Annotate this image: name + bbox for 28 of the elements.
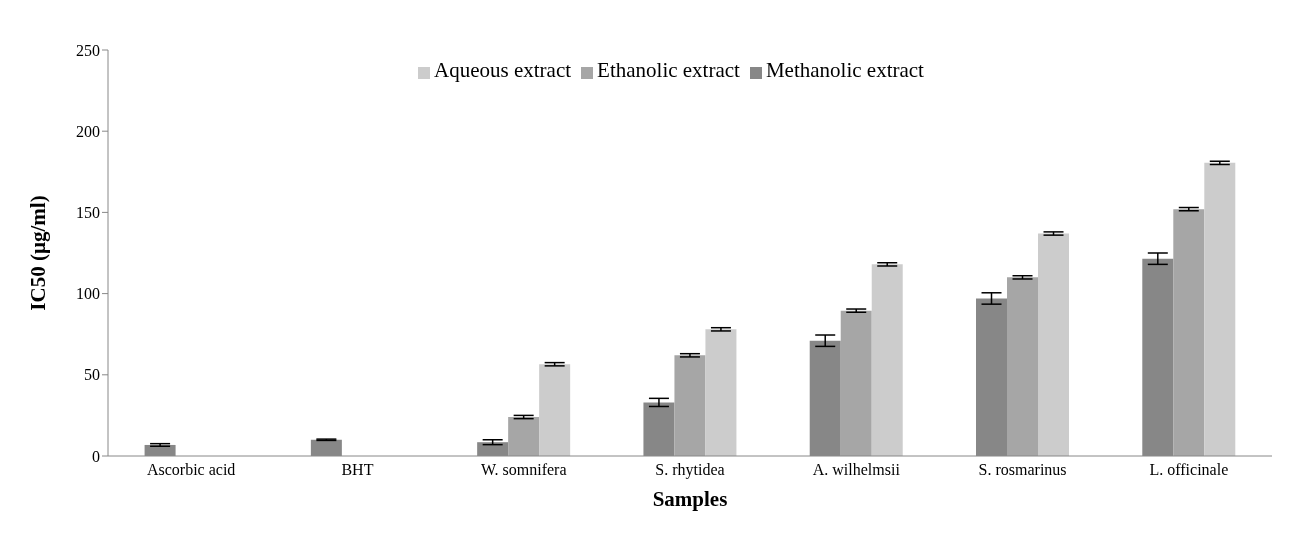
x-tick-label: Ascorbic acid xyxy=(146,461,236,479)
x-tick-label: L. officinale xyxy=(1149,461,1229,479)
y-tick-label: 250 xyxy=(76,41,100,59)
bar xyxy=(871,264,903,456)
bar xyxy=(1204,162,1236,456)
y-tick-label: 50 xyxy=(84,366,100,384)
x-axis-title: Samples xyxy=(652,487,728,511)
bar xyxy=(1173,209,1205,456)
x-tick-label: S. rosmarinus xyxy=(978,461,1067,479)
bar xyxy=(840,310,872,456)
x-tick-label: BHT xyxy=(341,461,374,479)
legend-label: Methanolic extract xyxy=(765,58,924,82)
bar xyxy=(705,329,737,456)
bar xyxy=(539,364,571,456)
y-tick-label: 100 xyxy=(76,285,100,303)
legend-label: Ethanolic extract xyxy=(597,58,740,82)
bar xyxy=(1007,277,1039,456)
bar xyxy=(508,417,540,456)
x-tick-label: A. wilhelmsii xyxy=(812,461,901,479)
y-tick-label: 200 xyxy=(76,122,100,140)
x-tick-label: S. rhytidea xyxy=(655,461,725,480)
y-tick-label: 0 xyxy=(92,447,100,465)
bar xyxy=(674,355,706,456)
y-axis-title: IC50 (µg/ml) xyxy=(26,195,51,311)
y-tick-label: 150 xyxy=(76,204,100,222)
x-tick-label: W. somnifera xyxy=(480,461,567,479)
bar xyxy=(1038,233,1070,456)
legend-label: Aqueous extract xyxy=(434,58,572,82)
